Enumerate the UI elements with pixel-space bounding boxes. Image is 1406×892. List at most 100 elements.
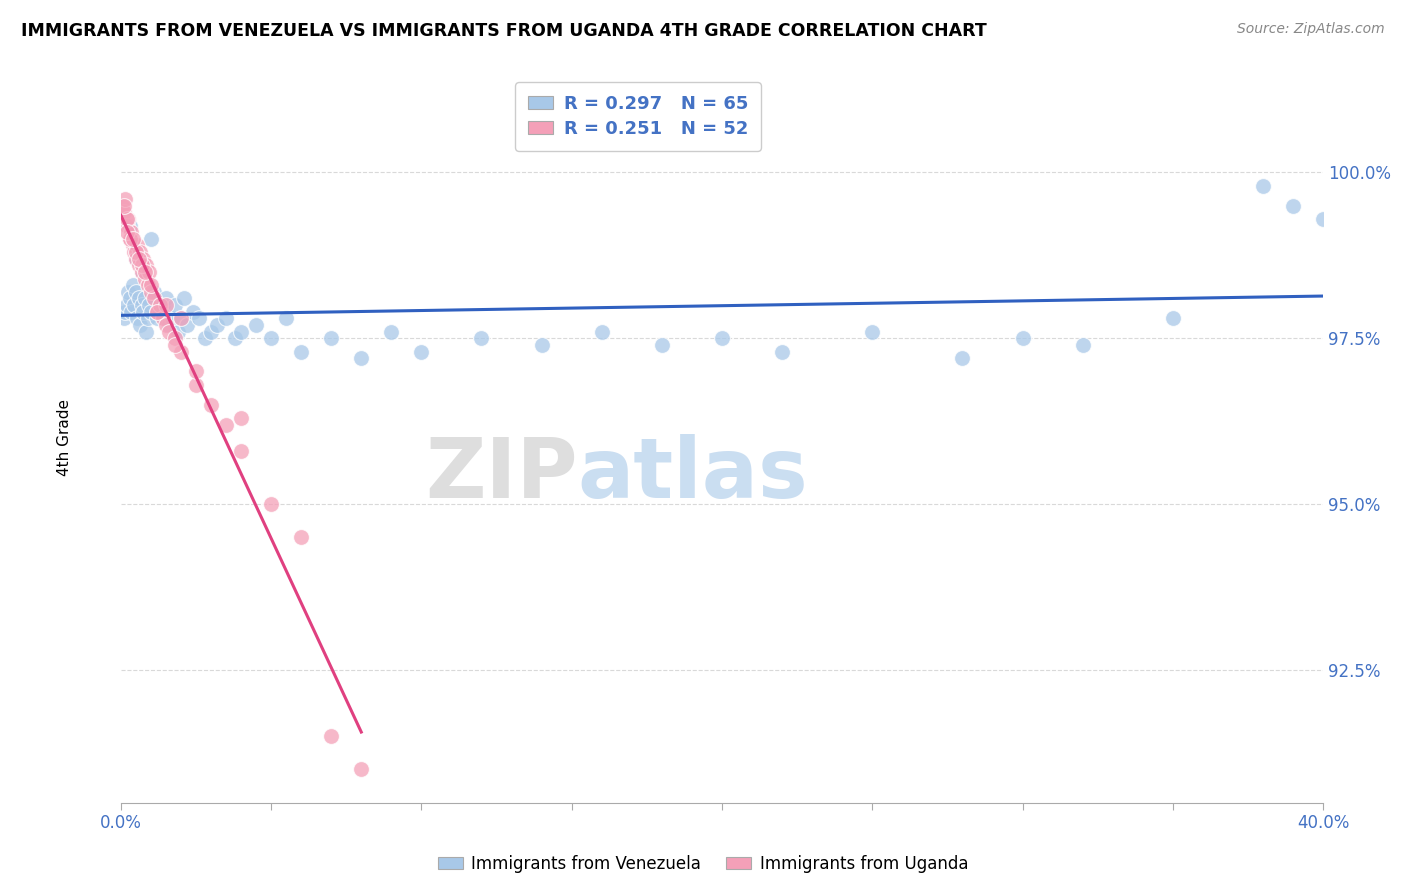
Point [114, 305, 136, 319]
Legend: R = 0.297   N = 65, R = 0.251   N = 52: R = 0.297 N = 65, R = 0.251 N = 52 [515, 82, 761, 151]
Point [149, 298, 172, 312]
Point [131, 265, 153, 279]
Point [470, 331, 492, 345]
Point [229, 325, 252, 339]
Point [112, 205, 135, 219]
Point [138, 265, 160, 279]
Point [117, 211, 139, 226]
Point [1071, 338, 1094, 352]
Point [132, 252, 155, 266]
Point [118, 292, 141, 306]
Point [128, 252, 150, 266]
Point [118, 219, 141, 233]
Point [157, 318, 180, 332]
Point [350, 351, 373, 366]
Point [157, 325, 180, 339]
Point [127, 238, 149, 252]
Point [131, 258, 153, 272]
Point [530, 338, 553, 352]
Text: ZIP: ZIP [425, 434, 578, 515]
Point [142, 292, 165, 306]
Point [139, 278, 162, 293]
Point [128, 292, 150, 306]
Point [952, 351, 974, 366]
Point [321, 729, 343, 743]
Point [1011, 331, 1033, 345]
Point [184, 364, 207, 378]
Point [129, 245, 152, 260]
Point [163, 338, 186, 352]
Point [131, 265, 153, 279]
Point [321, 331, 343, 345]
Point [170, 311, 193, 326]
Point [128, 258, 150, 272]
Point [205, 318, 228, 332]
Point [129, 318, 152, 332]
Point [146, 305, 169, 319]
Point [125, 285, 148, 299]
Point [290, 344, 312, 359]
Point [260, 497, 283, 511]
Point [1251, 178, 1274, 193]
Point [146, 311, 169, 326]
Point [138, 298, 160, 312]
Point [132, 305, 155, 319]
Point [170, 311, 193, 326]
Point [125, 252, 148, 266]
Point [224, 331, 246, 345]
Point [117, 285, 139, 299]
Point [200, 325, 222, 339]
Y-axis label: 4th Grade: 4th Grade [58, 400, 72, 476]
Point [215, 311, 238, 326]
Point [260, 331, 283, 345]
Point [111, 199, 134, 213]
Point [215, 417, 238, 432]
Point [152, 311, 174, 326]
Point [112, 311, 135, 326]
Point [125, 245, 148, 260]
Point [136, 278, 159, 293]
Point [860, 325, 883, 339]
Point [121, 278, 143, 293]
Point [120, 305, 142, 319]
Point [651, 338, 673, 352]
Point [245, 318, 267, 332]
Point [350, 763, 373, 777]
Point [118, 232, 141, 246]
Point [149, 305, 172, 319]
Point [167, 325, 190, 339]
Point [181, 305, 204, 319]
Point [135, 325, 157, 339]
Point [124, 245, 146, 260]
Text: IMMIGRANTS FROM VENEZUELA VS IMMIGRANTS FROM UGANDA 4TH GRADE CORRELATION CHART: IMMIGRANTS FROM VENEZUELA VS IMMIGRANTS … [21, 22, 987, 40]
Point [115, 298, 138, 312]
Point [163, 331, 186, 345]
Point [1161, 311, 1184, 326]
Point [290, 530, 312, 544]
Point [121, 238, 143, 252]
Point [146, 305, 169, 319]
Text: Source: ZipAtlas.com: Source: ZipAtlas.com [1237, 22, 1385, 37]
Point [155, 298, 177, 312]
Point [710, 331, 733, 345]
Point [142, 285, 165, 299]
Point [1282, 199, 1305, 213]
Point [184, 377, 207, 392]
Point [139, 305, 162, 319]
Point [134, 292, 156, 306]
Point [121, 232, 143, 246]
Point [229, 444, 252, 458]
Point [176, 318, 198, 332]
Point [112, 199, 135, 213]
Text: atlas: atlas [578, 434, 808, 515]
Point [200, 398, 222, 412]
Point [163, 298, 186, 312]
Point [124, 298, 146, 312]
Point [115, 225, 138, 239]
Point [380, 325, 402, 339]
Point [134, 265, 156, 279]
Point [125, 252, 148, 266]
Point [134, 271, 156, 285]
Point [229, 410, 252, 425]
Point [136, 311, 159, 326]
